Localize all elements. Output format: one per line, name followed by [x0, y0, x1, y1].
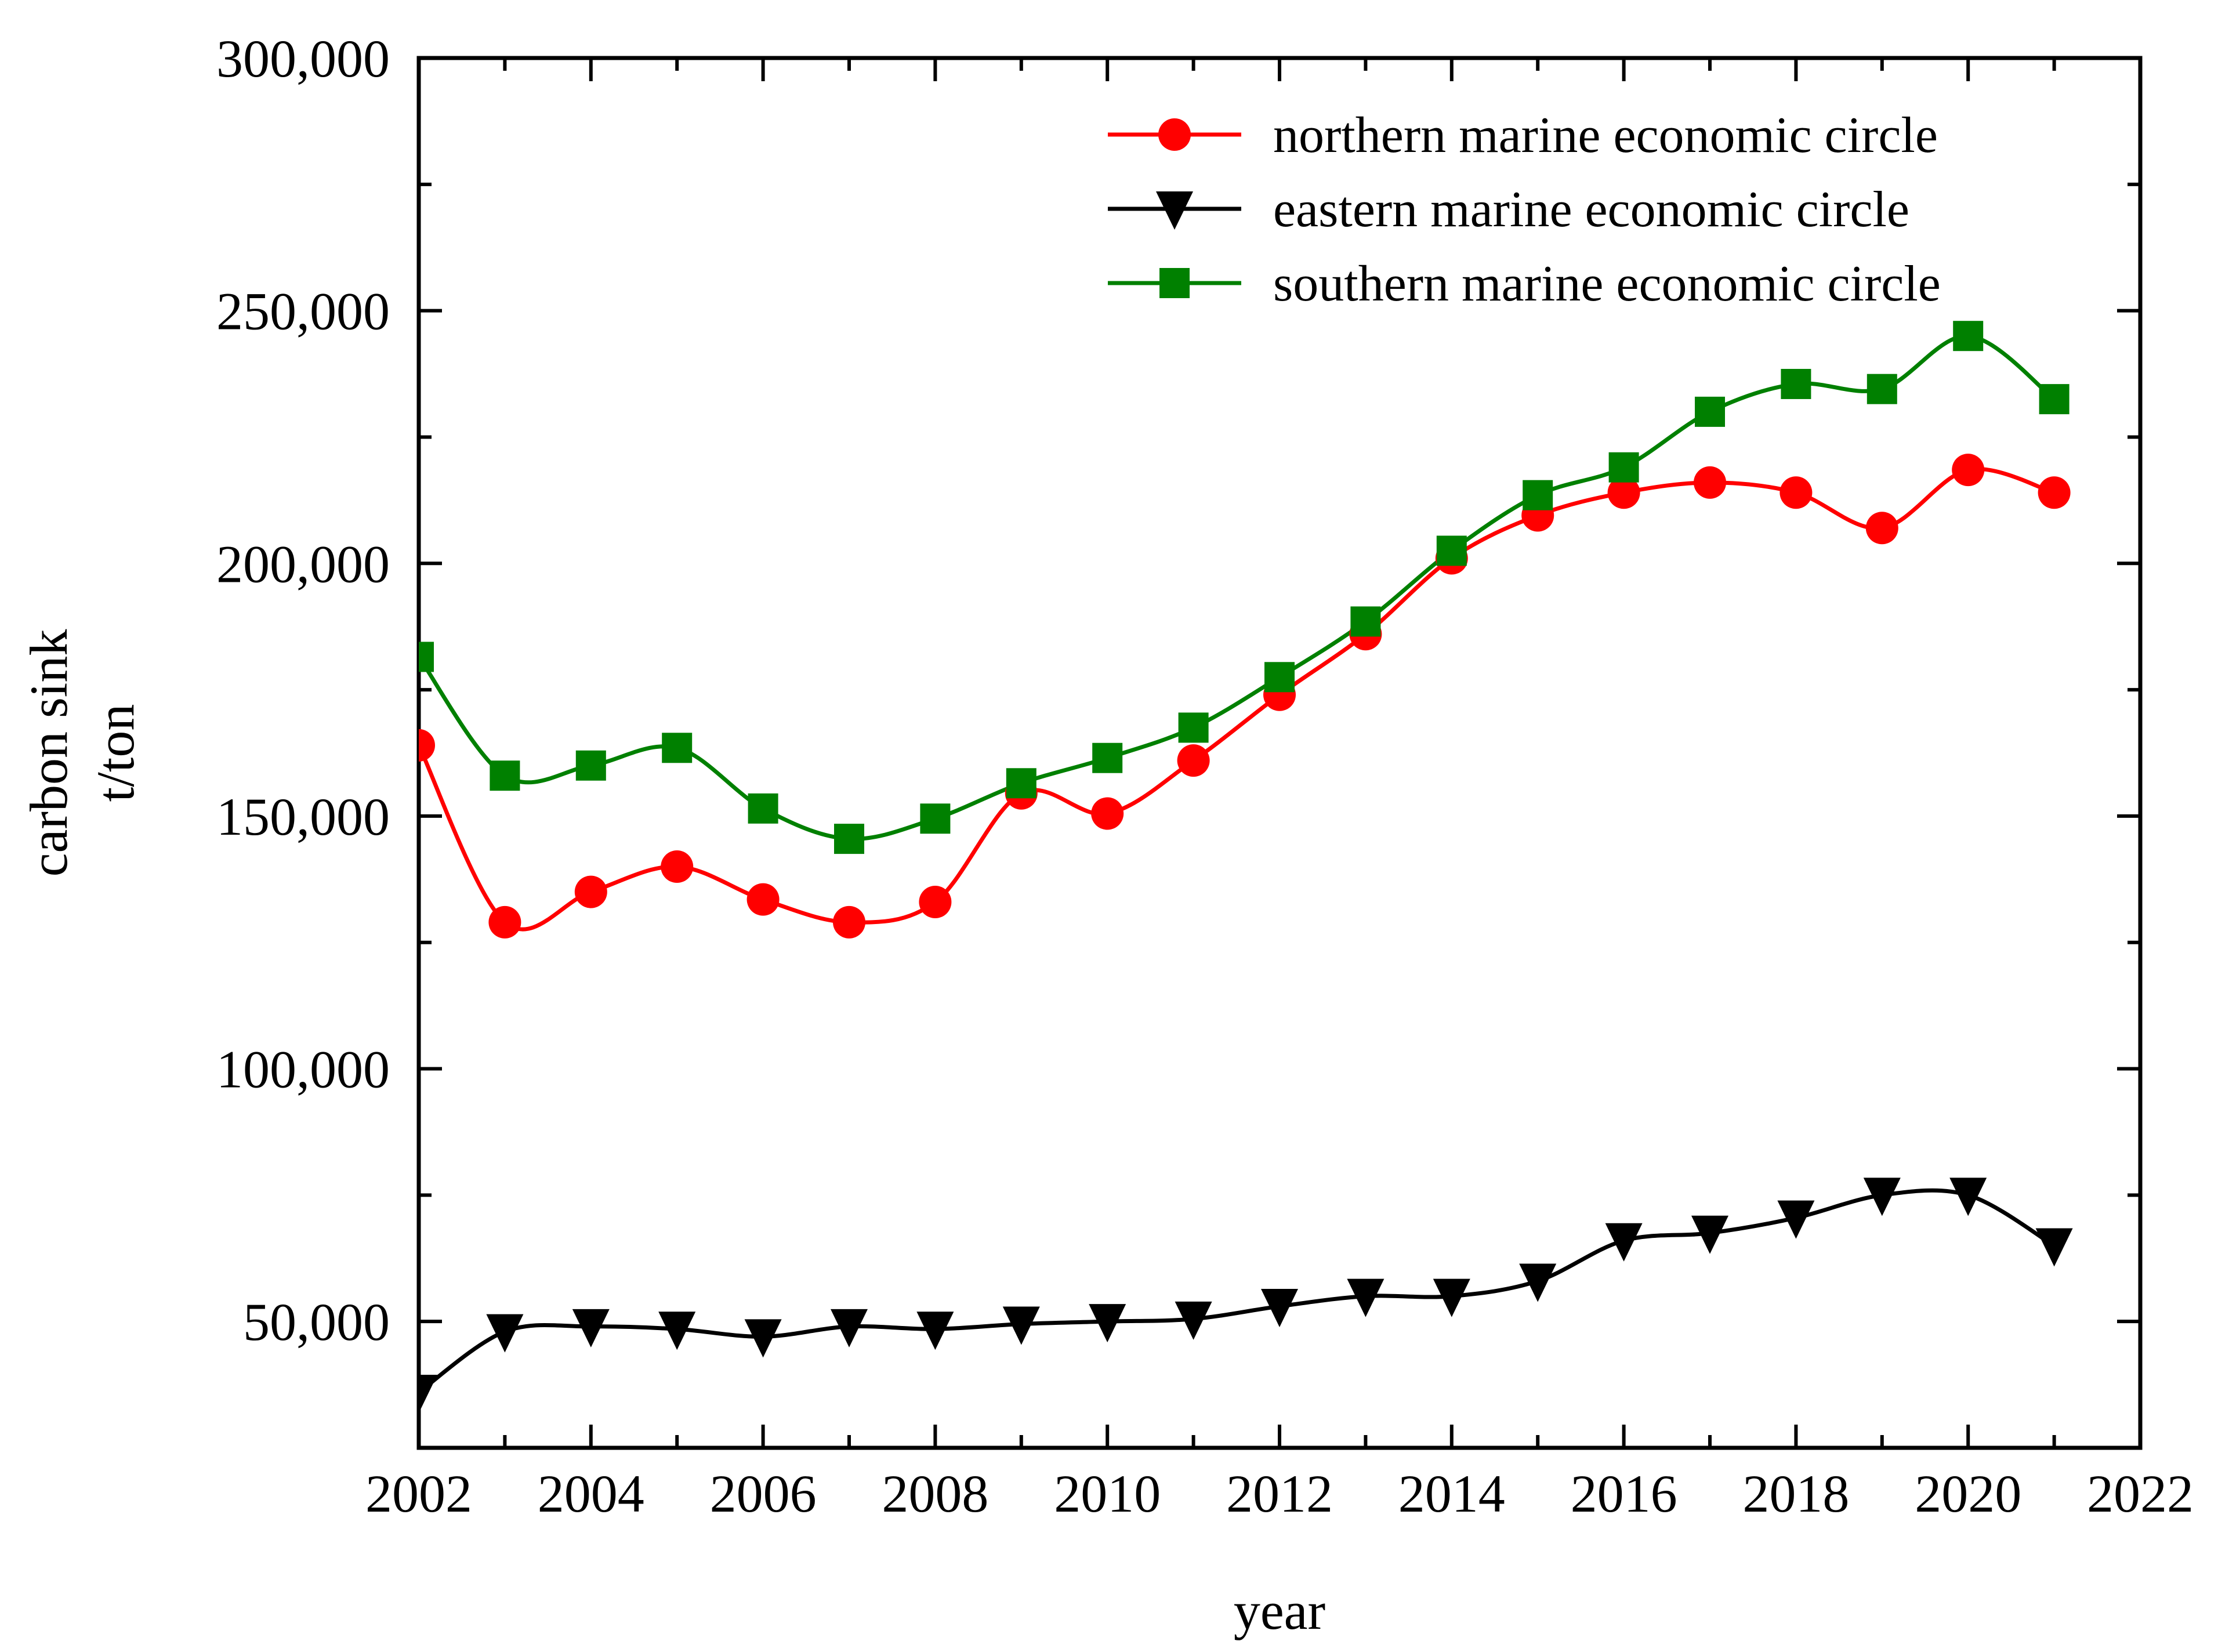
y-tick-label: 200,000: [216, 534, 390, 593]
data-point: [919, 886, 952, 919]
data-point: [1175, 1301, 1212, 1340]
data-point: [1261, 1289, 1298, 1328]
data-point: [748, 793, 778, 824]
data-point: [1523, 480, 1553, 510]
data-point: [1953, 321, 1984, 352]
data-point: [1781, 368, 1811, 399]
data-point: [744, 1319, 782, 1358]
data-point: [1863, 1178, 1901, 1216]
x-tick-label: 2022: [2087, 1464, 2194, 1523]
data-point: [1519, 1263, 1557, 1302]
data-point: [1091, 797, 1124, 830]
axis-tick-labels: 2002 2004 2006 2008 2010 2012 2014 2016 2018 2020…: [216, 29, 2194, 1523]
data-point: [662, 733, 693, 763]
x-tick-label: 2006: [710, 1464, 817, 1523]
data-point: [572, 1309, 610, 1347]
data-point: [574, 875, 607, 908]
legend-marker: [1156, 191, 1193, 230]
y-axis-title-line-1: carbon sink: [19, 629, 78, 877]
axis-ticks: [417, 56, 2142, 1450]
data-point: [1006, 768, 1036, 799]
series-markers: [419, 321, 2073, 1414]
data-point: [658, 1312, 696, 1350]
x-tick-label: 2016: [1571, 1464, 1677, 1523]
x-axis-title: year: [1234, 1581, 1325, 1640]
data-point: [1691, 1215, 1728, 1254]
x-tick-label: 2004: [538, 1464, 644, 1523]
x-tick-label: 2012: [1226, 1464, 1333, 1523]
y-tick-label: 50,000: [243, 1292, 390, 1352]
legend-label: northern marine economic circle: [1273, 107, 1938, 164]
data-point: [1002, 1306, 1040, 1345]
data-point: [1350, 606, 1381, 637]
data-point: [1865, 512, 1898, 545]
x-tick-label: 2020: [1915, 1464, 2021, 1523]
y-tick-label: 300,000: [216, 29, 390, 88]
x-tick-label: 2018: [1742, 1464, 1849, 1523]
y-tick-label: 250,000: [216, 282, 390, 341]
data-point: [486, 1314, 524, 1353]
data-point: [419, 729, 435, 762]
data-point: [2039, 384, 2070, 415]
data-point: [920, 803, 951, 834]
y-tick-label: 150,000: [216, 787, 390, 846]
data-point: [1777, 1200, 1815, 1239]
y-tick-label: 100,000: [216, 1040, 390, 1099]
data-point: [575, 750, 606, 781]
x-tick-label: 2010: [1054, 1464, 1161, 1523]
data-point: [1607, 476, 1640, 509]
data-point: [1949, 1178, 1987, 1216]
legend-marker: [1159, 268, 1190, 298]
data-point: [1089, 1304, 1126, 1343]
data-point: [1177, 744, 1210, 777]
data-point: [1605, 1223, 1643, 1262]
data-point: [834, 824, 864, 854]
data-point: [1347, 1278, 1385, 1317]
data-point: [1780, 476, 1813, 509]
data-point: [1092, 742, 1123, 773]
data-point: [419, 1375, 437, 1414]
x-tick-label: 2008: [882, 1464, 988, 1523]
axis-titles: year carbon sink t/ton: [19, 629, 1325, 1640]
data-point: [1867, 374, 1897, 404]
legend-label: southern marine economic circle: [1273, 256, 1941, 312]
data-point: [1608, 452, 1639, 483]
data-point: [661, 850, 694, 883]
data-point: [419, 642, 434, 672]
data-point: [1264, 662, 1295, 693]
data-point: [2035, 1228, 2073, 1267]
data-point: [1433, 1278, 1470, 1317]
data-point: [488, 905, 521, 939]
data-point: [490, 760, 520, 791]
data-point: [1694, 466, 1726, 499]
legend: northern marine economic circle eastern m…: [1108, 107, 1941, 312]
legend-label: eastern marine economic circle: [1273, 182, 1909, 238]
data-point: [746, 883, 780, 916]
data-point: [1178, 712, 1209, 743]
y-axis-title-line-2: t/ton: [86, 704, 145, 802]
series-line: [419, 1188, 2056, 1394]
x-tick-label: 2014: [1398, 1464, 1505, 1523]
data-point: [2038, 476, 2071, 509]
data-point: [916, 1312, 954, 1350]
x-tick-label: 2002: [365, 1464, 472, 1523]
data-point: [833, 905, 865, 939]
data-point: [831, 1309, 868, 1347]
data-point: [1695, 396, 1725, 427]
data-point: [1436, 535, 1467, 566]
data-point: [1952, 454, 1985, 487]
legend-marker: [1158, 118, 1191, 151]
series-line: [419, 334, 2056, 841]
